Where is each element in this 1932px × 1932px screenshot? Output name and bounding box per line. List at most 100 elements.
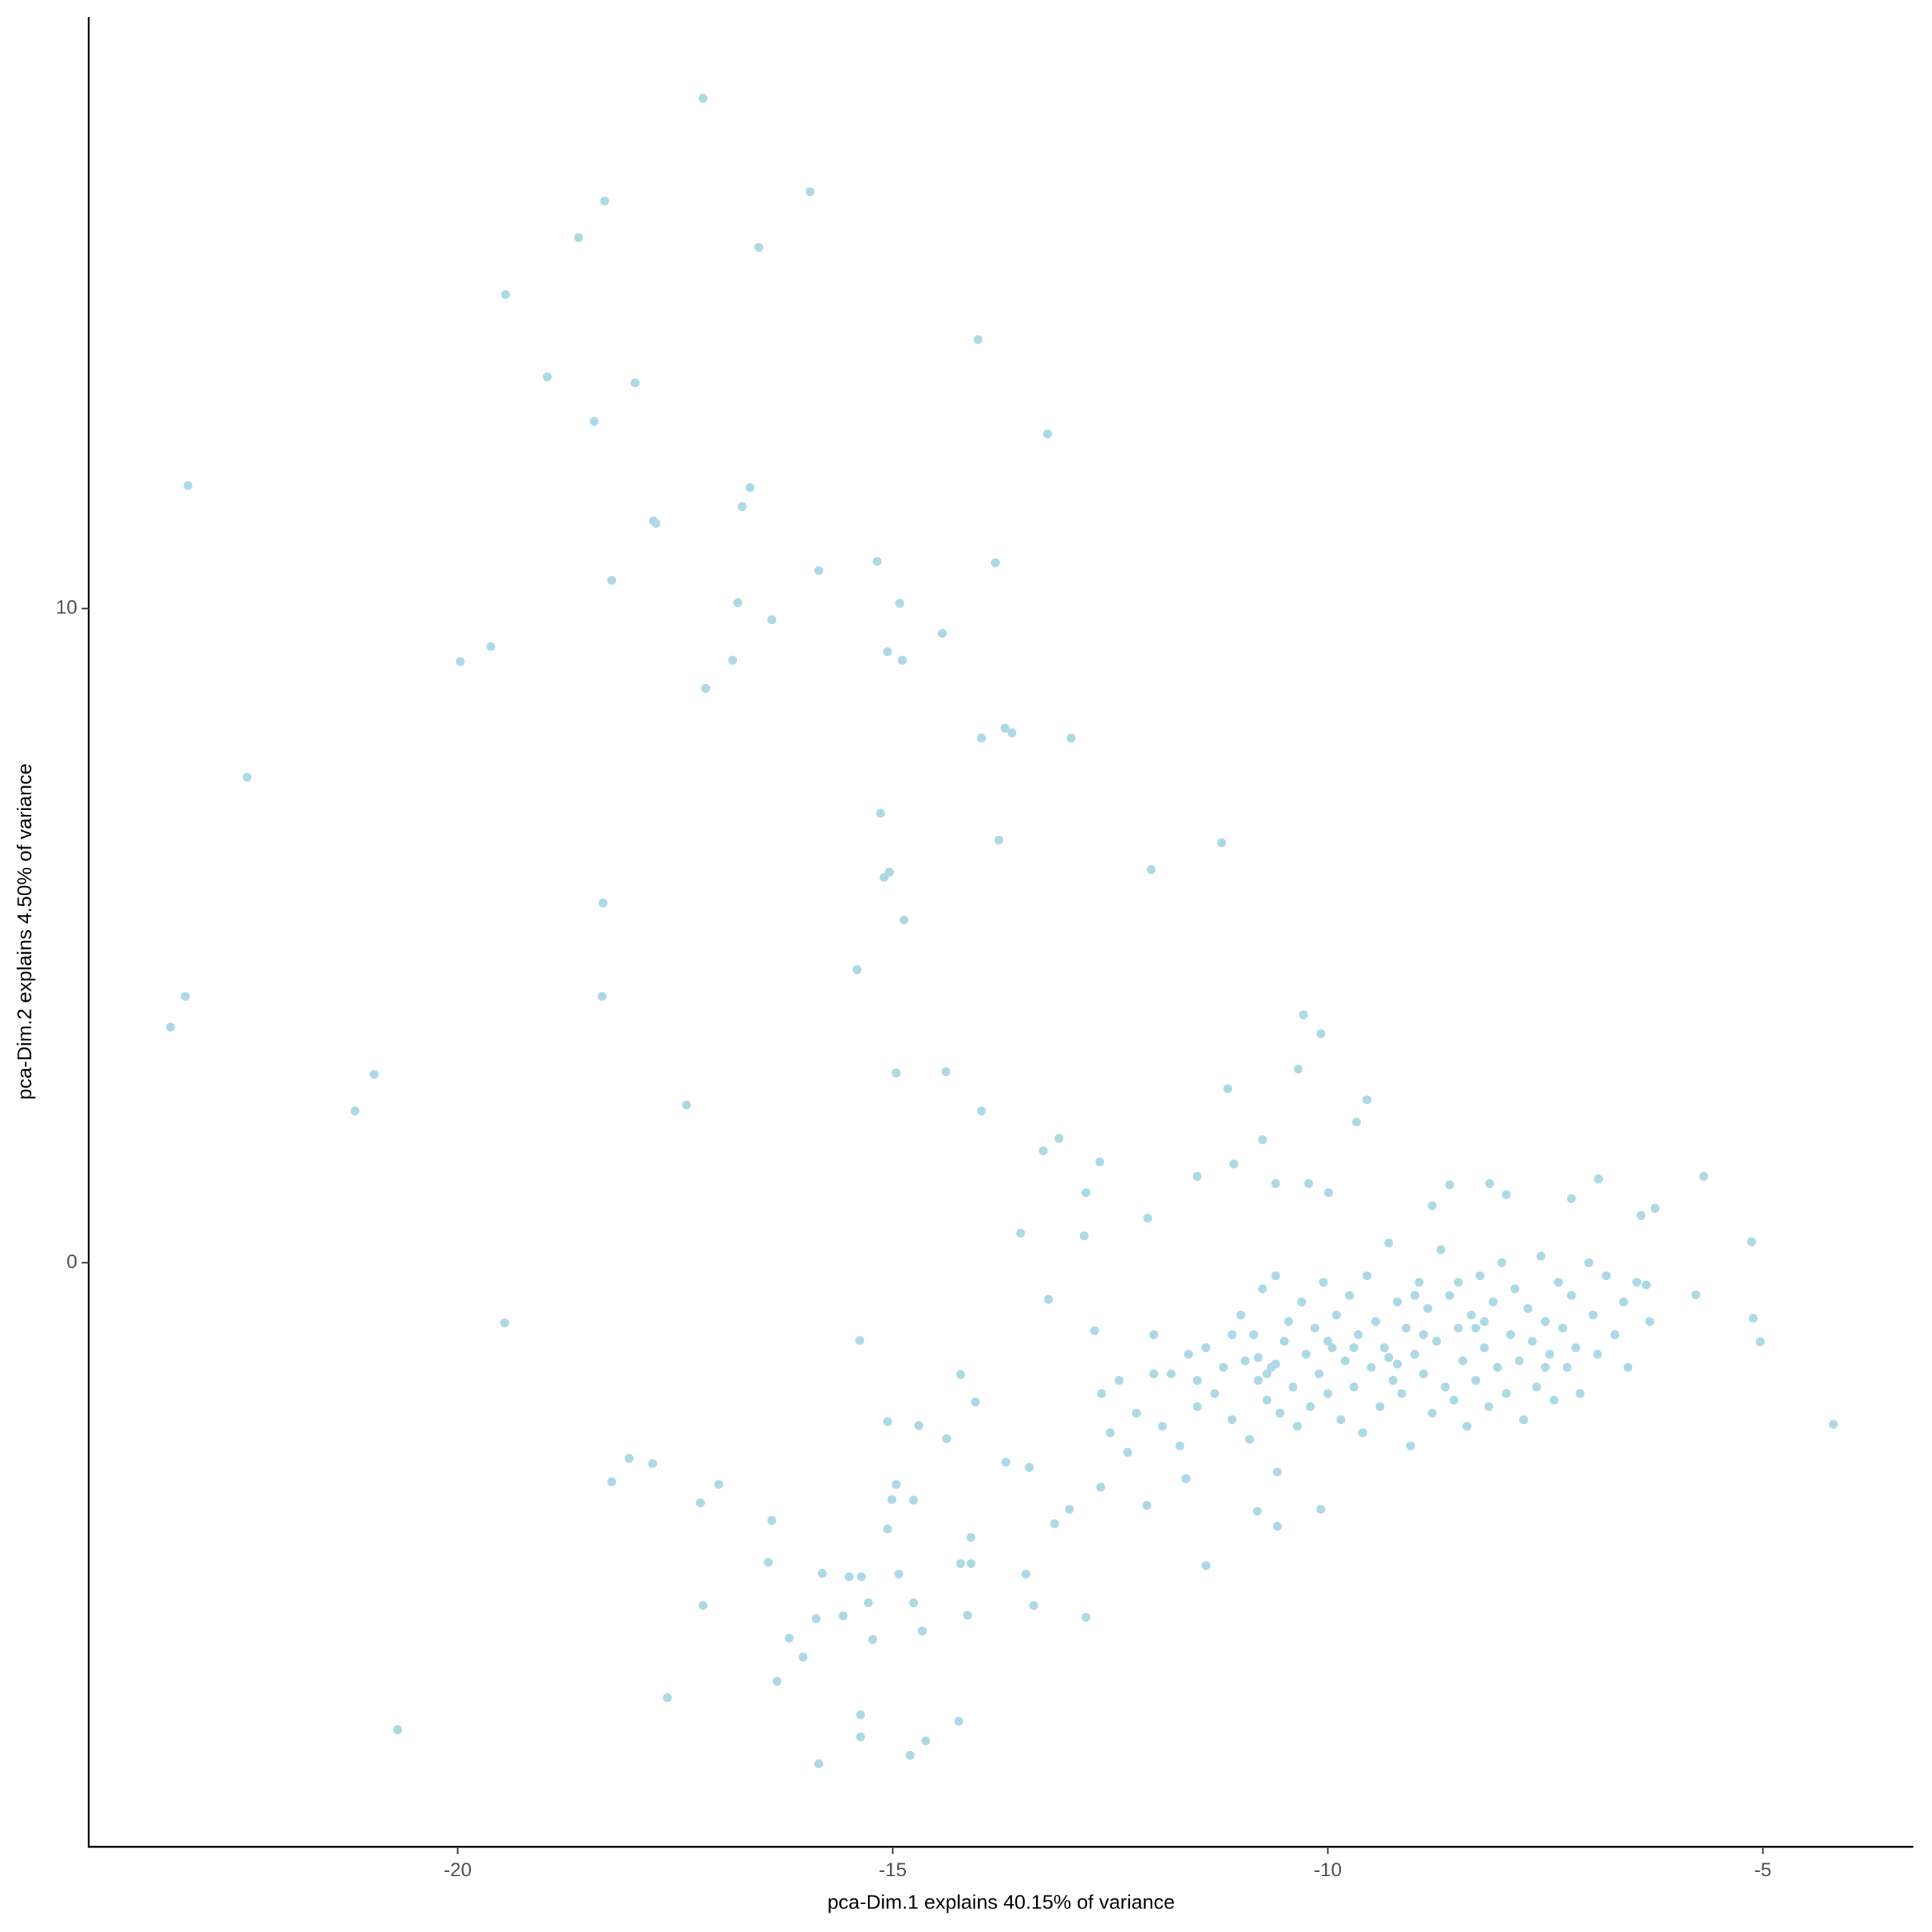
point bbox=[1066, 733, 1076, 743]
point bbox=[1217, 838, 1226, 847]
point bbox=[1691, 1290, 1701, 1299]
point bbox=[1501, 1389, 1511, 1398]
point bbox=[1519, 1415, 1528, 1425]
point bbox=[1304, 1179, 1314, 1189]
point bbox=[1079, 1231, 1089, 1241]
point bbox=[1272, 1521, 1282, 1531]
point bbox=[883, 647, 892, 656]
point bbox=[1471, 1323, 1480, 1333]
point bbox=[1240, 1356, 1250, 1365]
point bbox=[607, 575, 617, 585]
point bbox=[1142, 1501, 1151, 1510]
point bbox=[956, 1558, 965, 1568]
point bbox=[1306, 1402, 1315, 1411]
point bbox=[917, 1626, 927, 1636]
point bbox=[754, 243, 763, 252]
point bbox=[1008, 728, 1017, 738]
point bbox=[1323, 1337, 1332, 1346]
point bbox=[868, 1635, 877, 1644]
point bbox=[1610, 1330, 1620, 1340]
point bbox=[1650, 1204, 1660, 1213]
point bbox=[1324, 1188, 1334, 1198]
point bbox=[1601, 1271, 1611, 1281]
point bbox=[1453, 1277, 1463, 1287]
point bbox=[1271, 1360, 1280, 1369]
point bbox=[1210, 1389, 1219, 1398]
point bbox=[1223, 1084, 1232, 1093]
point bbox=[597, 992, 607, 1001]
point bbox=[486, 642, 496, 651]
point bbox=[1314, 1369, 1324, 1379]
point bbox=[1380, 1343, 1389, 1352]
point bbox=[1480, 1317, 1489, 1327]
point bbox=[942, 1434, 952, 1443]
point bbox=[814, 1759, 824, 1769]
point bbox=[844, 1572, 854, 1581]
point bbox=[1410, 1350, 1420, 1359]
point bbox=[1747, 1237, 1757, 1246]
point bbox=[941, 1067, 950, 1076]
point bbox=[892, 1068, 901, 1078]
point bbox=[1445, 1291, 1455, 1300]
point bbox=[542, 372, 552, 382]
point bbox=[1275, 1408, 1284, 1418]
point bbox=[600, 196, 610, 206]
x-tick-label: -15 bbox=[879, 1859, 907, 1880]
point bbox=[1297, 1297, 1307, 1307]
x-axis-title: pca-Dim.1 explains 40.15% of variance bbox=[827, 1890, 1175, 1913]
point bbox=[1021, 1569, 1030, 1579]
point bbox=[1475, 1271, 1485, 1281]
point bbox=[1453, 1323, 1463, 1333]
point bbox=[805, 187, 815, 197]
point bbox=[1236, 1310, 1246, 1319]
point bbox=[456, 657, 465, 666]
point bbox=[1632, 1277, 1641, 1287]
point bbox=[855, 1336, 864, 1345]
point bbox=[892, 1480, 901, 1489]
point bbox=[1029, 1601, 1038, 1610]
point bbox=[696, 1498, 706, 1508]
point bbox=[1358, 1428, 1367, 1438]
point bbox=[899, 915, 909, 924]
point bbox=[733, 598, 743, 608]
point bbox=[1562, 1362, 1572, 1372]
point bbox=[1106, 1428, 1115, 1438]
point bbox=[897, 655, 907, 665]
point bbox=[648, 1459, 658, 1468]
point bbox=[1158, 1421, 1167, 1431]
point bbox=[1016, 1229, 1025, 1238]
point bbox=[839, 1611, 848, 1621]
point bbox=[1405, 1441, 1415, 1450]
point bbox=[651, 519, 661, 528]
point bbox=[956, 1370, 965, 1380]
point bbox=[1319, 1277, 1328, 1287]
point bbox=[894, 1569, 904, 1579]
point bbox=[1327, 1343, 1337, 1352]
point bbox=[1367, 1362, 1376, 1372]
y-tick-label: 10 bbox=[56, 597, 77, 618]
point bbox=[1254, 1375, 1263, 1385]
point bbox=[1384, 1238, 1393, 1248]
point bbox=[728, 655, 738, 665]
point bbox=[1254, 1352, 1263, 1362]
point bbox=[369, 1070, 379, 1079]
point bbox=[183, 481, 192, 490]
point bbox=[1528, 1337, 1537, 1346]
point bbox=[1641, 1280, 1651, 1289]
point bbox=[1258, 1135, 1267, 1144]
point bbox=[1593, 1350, 1602, 1359]
point bbox=[1485, 1179, 1494, 1189]
point bbox=[1623, 1362, 1633, 1372]
point bbox=[1532, 1382, 1541, 1392]
point bbox=[1184, 1350, 1194, 1359]
point bbox=[817, 1568, 827, 1579]
point bbox=[1065, 1505, 1074, 1514]
point bbox=[1589, 1310, 1598, 1319]
point bbox=[1566, 1194, 1576, 1204]
point bbox=[966, 1558, 976, 1568]
point bbox=[1362, 1095, 1372, 1105]
point bbox=[1523, 1304, 1533, 1313]
point bbox=[784, 1634, 794, 1643]
point bbox=[1271, 1179, 1280, 1189]
point bbox=[1340, 1356, 1350, 1365]
